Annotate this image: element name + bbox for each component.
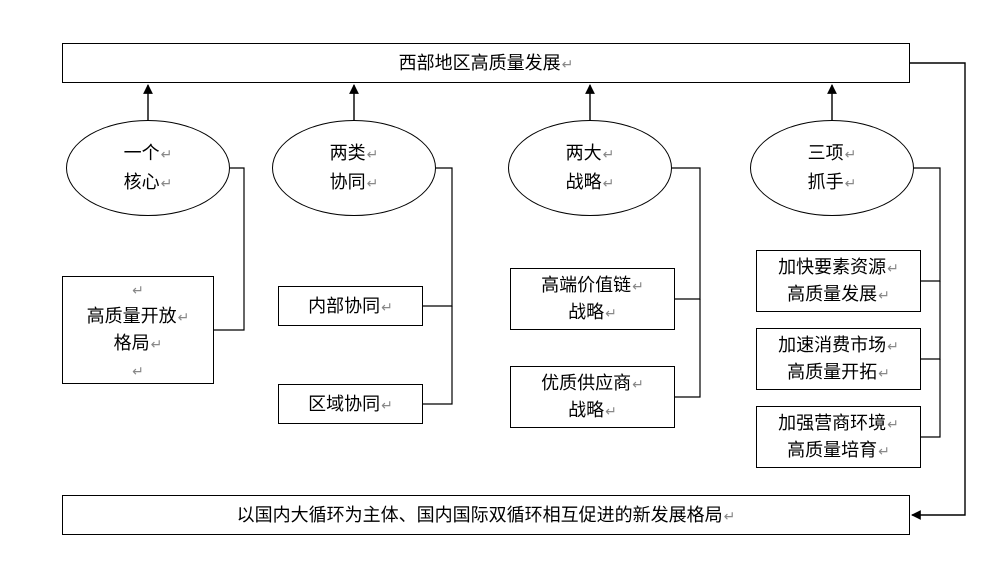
pillar4-child2-l2: 高质量开拓 [787, 362, 890, 382]
pillar3-child2-l1: 优质供应商 [541, 373, 644, 393]
pillar4-child3-l1: 加强营商环境 [778, 413, 899, 433]
pillar1-child-l2: 格局 [114, 333, 163, 353]
pillar-ellipse-grips: 三项 抓手 [750, 120, 914, 216]
pillar2-line2: 协同 [330, 172, 379, 192]
pillar3-child1-l1: 高端价值链 [541, 275, 644, 295]
header-box: 西部地区高质量发展 [62, 43, 910, 83]
pillar1-child-l1: 高质量开放 [87, 306, 190, 326]
pillar2-child2-label: 区域协同 [308, 391, 393, 418]
pillar2-child1-box: 内部协同 [278, 286, 423, 326]
pillar4-child1-l2: 高质量发展 [787, 284, 890, 304]
pillar2-child2-box: 区域协同 [278, 384, 423, 424]
pillar3-child2-l2: 战略 [568, 400, 617, 420]
pillar4-child1-box: 加快要素资源 高质量发展 [756, 250, 921, 312]
pillar4-child2-box: 加速消费市场 高质量开拓 [756, 328, 921, 390]
pillar3-line1: 两大 [566, 143, 615, 163]
diagram-canvas: 西部地区高质量发展 一个 核心 高质量开放 格局 两类 协同 内部协同 区域协同… [0, 0, 1000, 572]
pillar-ellipse-strategy: 两大 战略 [508, 120, 672, 216]
pillar2-child1-label: 内部协同 [308, 293, 393, 320]
pillar2-line1: 两类 [330, 143, 379, 163]
pillar3-line2: 战略 [566, 172, 615, 192]
pillar1-line1: 一个 [124, 143, 173, 163]
pillar4-child1-l1: 加快要素资源 [778, 257, 899, 277]
pillar4-line2: 抓手 [808, 172, 857, 192]
pillar3-child1-box: 高端价值链 战略 [510, 268, 675, 330]
pillar1-child-post [87, 357, 190, 384]
pillar4-child3-l2: 高质量培育 [787, 440, 890, 460]
pillar-ellipse-core: 一个 核心 [66, 120, 230, 216]
pillar1-child-pre [87, 276, 190, 303]
header-label: 西部地区高质量发展 [399, 50, 574, 77]
pillar4-line1: 三项 [808, 143, 857, 163]
pillar3-child1-l2: 战略 [568, 302, 617, 322]
pillar1-line2: 核心 [124, 172, 173, 192]
pillar4-child2-l1: 加速消费市场 [778, 335, 899, 355]
pillar3-child2-box: 优质供应商 战略 [510, 366, 675, 428]
pillar4-child3-box: 加强营商环境 高质量培育 [756, 406, 921, 468]
pillar-ellipse-synergy: 两类 协同 [272, 120, 436, 216]
footer-label: 以国内大循环为主体、国内国际双循环相互促进的新发展格局 [237, 502, 736, 529]
pillar1-child-box: 高质量开放 格局 [62, 276, 214, 384]
footer-box: 以国内大循环为主体、国内国际双循环相互促进的新发展格局 [62, 495, 910, 535]
